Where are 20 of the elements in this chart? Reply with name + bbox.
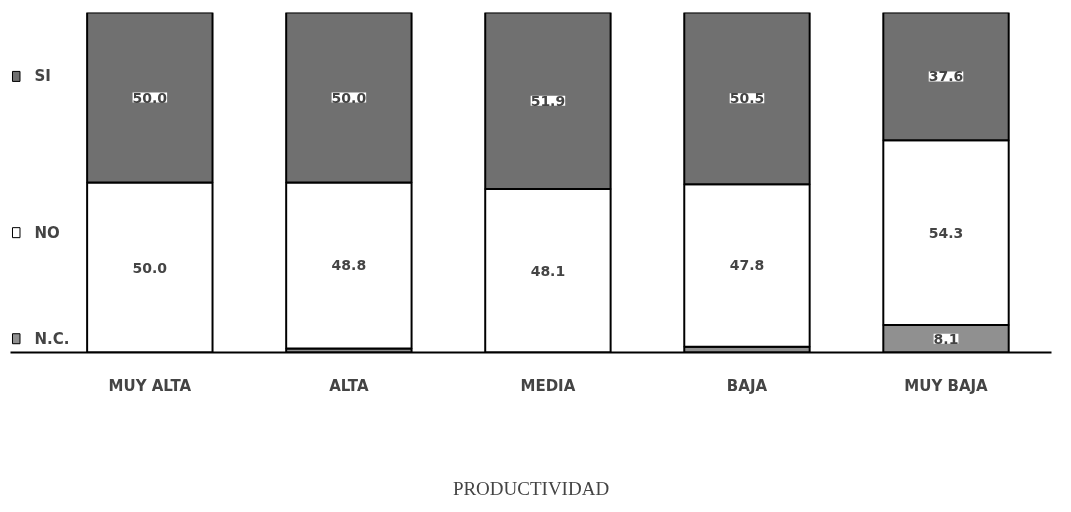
x-tick-label: BAJA [726, 376, 768, 395]
legend-label: SI [34, 67, 51, 86]
legend-label: N.C. [34, 329, 70, 348]
data-label: 48.8 [331, 257, 367, 274]
data-label: 48.1 [530, 262, 566, 279]
x-tick-label: MEDIA [520, 376, 576, 395]
data-label: 51.9 [530, 92, 566, 109]
data-label: 50.0 [132, 89, 168, 106]
data-label: 47.8 [729, 257, 765, 274]
x-tick-label: MUY ALTA [108, 376, 192, 395]
x-axis-title: PRODUCTIVIDAD [452, 477, 610, 499]
data-label: 8.1 [933, 330, 959, 347]
data-label: 50.0 [132, 259, 168, 276]
data-label: 50.5 [729, 90, 765, 107]
data-label: 54.3 [928, 224, 964, 241]
legend-label: NO [34, 223, 60, 242]
x-tick-label: MUY BAJA [904, 376, 989, 395]
data-label: 37.6 [928, 68, 964, 85]
x-tick-label: ALTA [329, 376, 369, 395]
data-label: 50.0 [331, 89, 367, 106]
